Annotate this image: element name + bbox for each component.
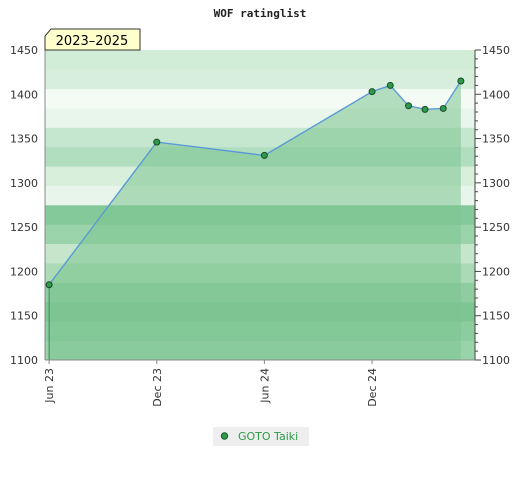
legend: GOTO Taiki — [213, 427, 309, 446]
data-point — [386, 81, 394, 89]
legend-marker — [220, 432, 229, 440]
y-tick-label-right: 1300 — [482, 177, 510, 190]
series-points — [45, 77, 465, 289]
data-point — [260, 151, 268, 159]
y-tick-label-left: 1300 — [10, 177, 38, 190]
legend-label: GOTO Taiki — [238, 430, 298, 443]
x-axis-labels: Jun 23 Dec 23 Jun 24 Dec 24 — [43, 360, 379, 407]
y-tick-label-right: 1350 — [482, 133, 510, 146]
y-tick-label-left: 1350 — [10, 133, 38, 146]
y-tick-label-right: 1150 — [482, 310, 510, 323]
chart-title: WOF ratinglist — [214, 7, 307, 20]
y-tick-label-left: 1200 — [10, 265, 38, 278]
y-tick-label-right: 1200 — [482, 265, 510, 278]
y-tick-label-left: 1400 — [10, 88, 38, 101]
data-point — [457, 77, 465, 85]
x-tick-label: Jun 23 — [43, 368, 56, 404]
axes — [44, 49, 481, 361]
y-axis-left-labels: 1100 1150 1200 1250 1300 1350 1400 1450 — [10, 44, 38, 367]
period-badge: 2023–2025 — [44, 28, 141, 51]
y-tick-label-right: 1250 — [482, 221, 510, 234]
data-point — [45, 281, 53, 289]
grid-band — [45, 69, 475, 90]
x-tick-label: Dec 23 — [151, 368, 164, 407]
data-point — [153, 138, 161, 146]
y-tick-label-right: 1100 — [482, 354, 510, 367]
data-point — [405, 102, 413, 110]
series-area — [49, 81, 461, 360]
period-badge-text: 2023–2025 — [56, 34, 129, 49]
y-tick-label-left: 1100 — [10, 354, 38, 367]
series-area-fill — [49, 81, 461, 360]
y-tick-label-left: 1250 — [10, 221, 38, 234]
data-point — [421, 105, 429, 113]
y-tick-label-right: 1450 — [482, 44, 510, 57]
y-tick-label-left: 1450 — [10, 44, 38, 57]
x-tick-label: Jun 24 — [258, 368, 271, 404]
data-point — [368, 88, 376, 96]
y-tick-label-left: 1150 — [10, 310, 38, 323]
grid-band — [45, 50, 475, 70]
y-tick-label-right: 1400 — [482, 88, 510, 101]
x-tick-label: Dec 24 — [366, 368, 379, 407]
data-point — [439, 104, 447, 112]
y-axis-right-labels: 1100 1150 1200 1250 1300 1350 1400 1450 — [482, 44, 510, 367]
